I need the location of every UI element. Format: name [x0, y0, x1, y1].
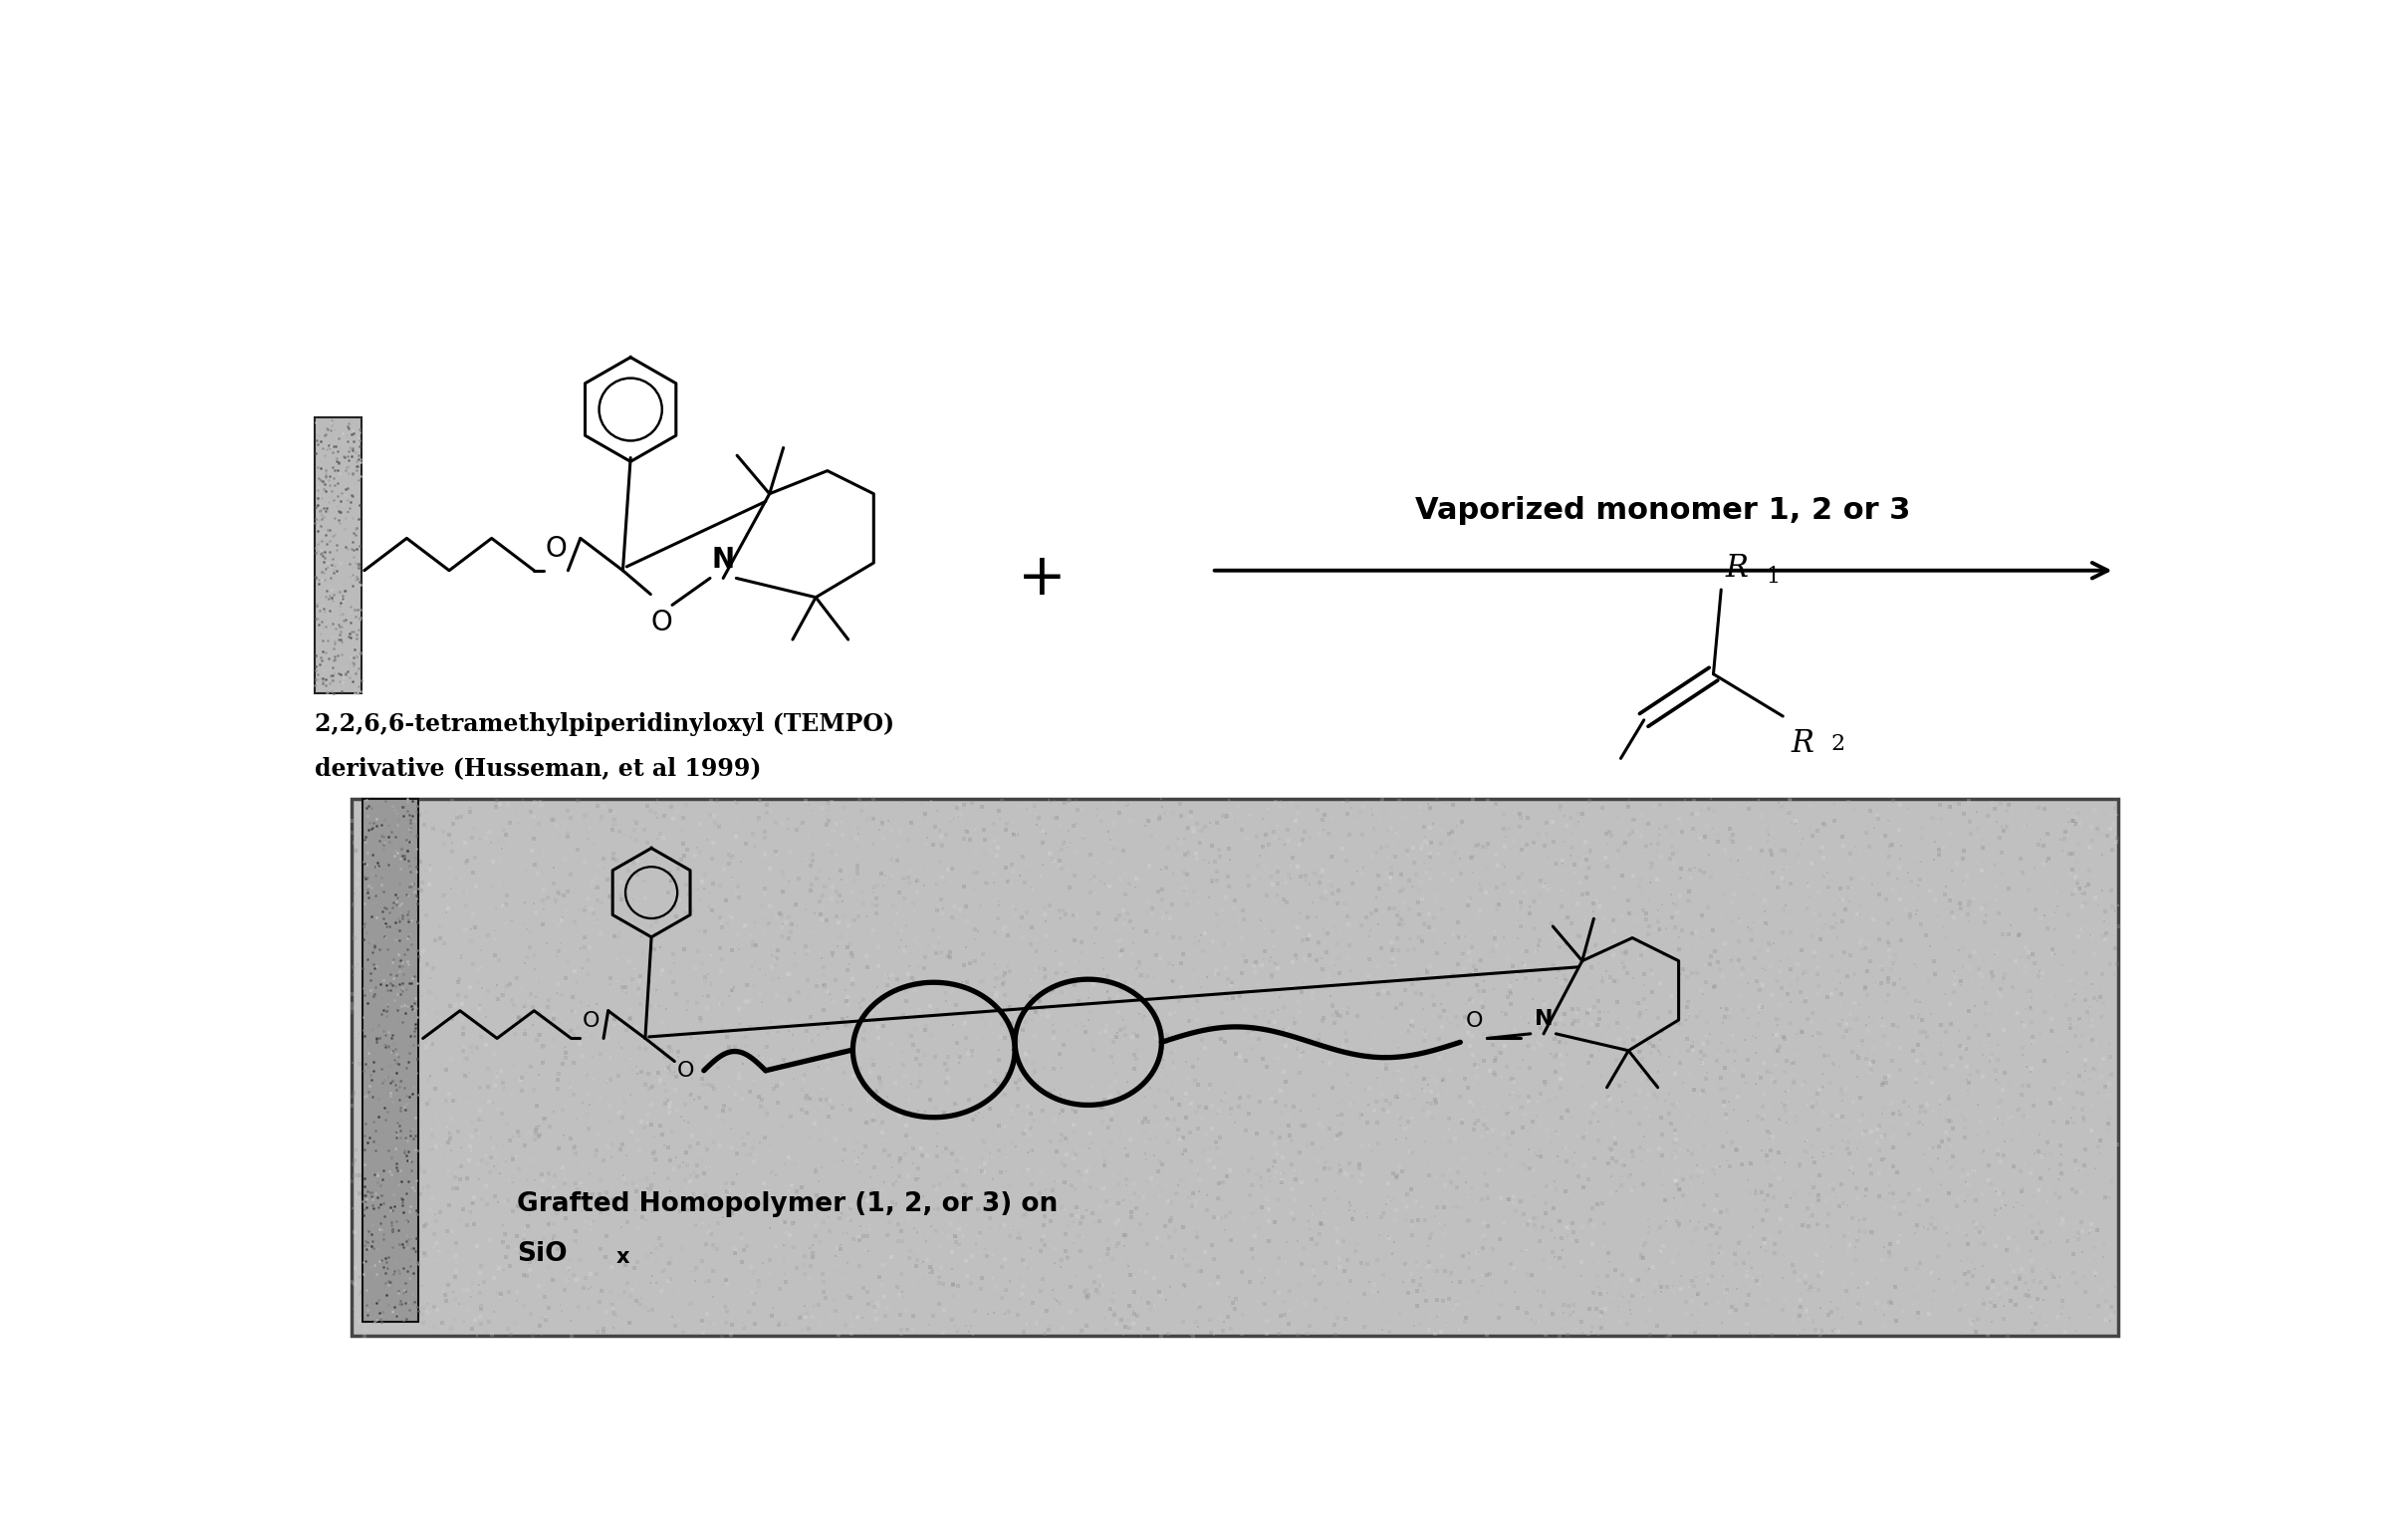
Text: +: + — [1019, 550, 1067, 606]
Text: R: R — [1724, 553, 1748, 584]
Text: Grafted Homopolymer (1, 2, or 3) on: Grafted Homopolymer (1, 2, or 3) on — [518, 1192, 1057, 1218]
Text: N: N — [713, 546, 734, 573]
Text: SiO: SiO — [518, 1242, 568, 1268]
Text: O: O — [583, 1011, 600, 1031]
Text: 2: 2 — [1830, 733, 1845, 755]
Text: N: N — [1534, 1009, 1553, 1029]
Bar — [352, 800, 2119, 1336]
Text: derivative (Husseman, et al 1999): derivative (Husseman, et al 1999) — [315, 755, 761, 780]
Text: O: O — [650, 610, 672, 637]
Text: x: x — [616, 1246, 628, 1266]
Text: Vaporized monomer 1, 2 or 3: Vaporized monomer 1, 2 or 3 — [1416, 496, 1912, 524]
Bar — [315, 416, 361, 693]
Text: O: O — [677, 1061, 694, 1081]
Bar — [364, 800, 419, 1322]
Text: O: O — [544, 535, 566, 562]
Text: 1: 1 — [1765, 567, 1780, 588]
Text: O: O — [1466, 1011, 1483, 1031]
Text: 2,2,6,6-tetramethylpiperidinyloxyl (TEMPO): 2,2,6,6-tetramethylpiperidinyloxyl (TEMP… — [315, 713, 896, 736]
Text: R: R — [1792, 728, 1813, 758]
